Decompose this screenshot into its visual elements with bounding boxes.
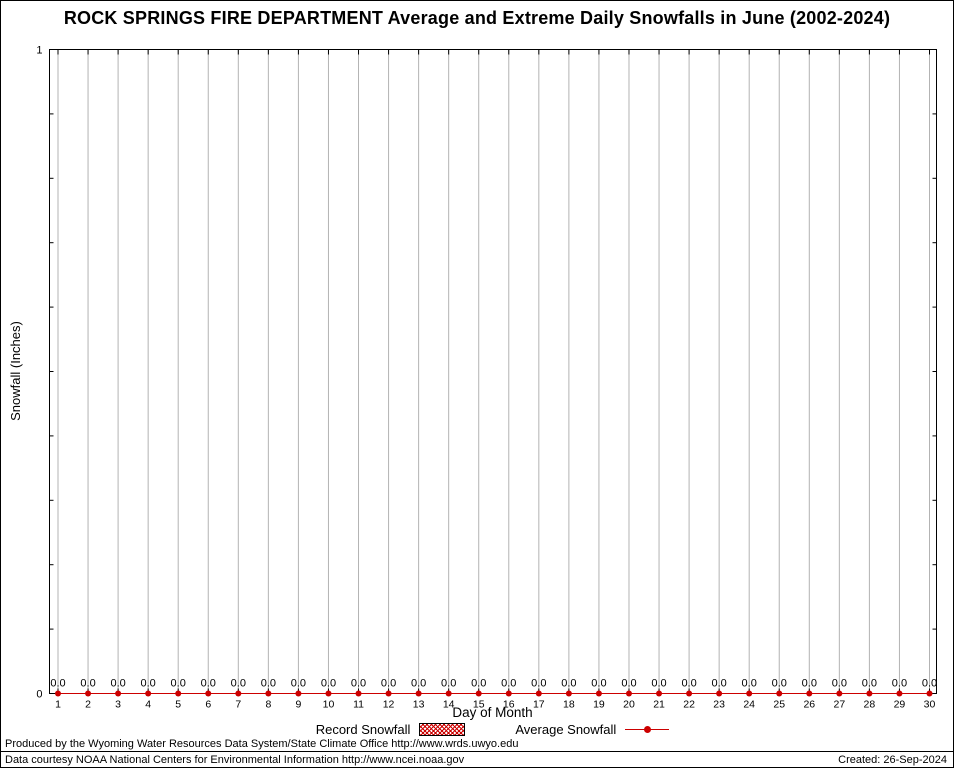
svg-text:0: 0 <box>36 689 42 701</box>
svg-text:0.0: 0.0 <box>80 678 95 690</box>
svg-text:24: 24 <box>743 699 755 711</box>
svg-text:0.0: 0.0 <box>802 678 817 690</box>
svg-text:15: 15 <box>473 699 485 711</box>
svg-text:0.0: 0.0 <box>832 678 847 690</box>
legend-item-average: Average Snowfall <box>515 722 670 737</box>
svg-text:0.0: 0.0 <box>231 678 246 690</box>
legend: Record Snowfall Average Snowfall <box>49 722 936 737</box>
svg-text:3: 3 <box>115 699 121 711</box>
chart-title: ROCK SPRINGS FIRE DEPARTMENT Average and… <box>63 8 891 28</box>
plot-border <box>49 49 937 694</box>
svg-text:0.0: 0.0 <box>561 678 576 690</box>
svg-text:11: 11 <box>353 699 364 711</box>
svg-text:0.0: 0.0 <box>441 678 456 690</box>
x-tick-labels: 1 2 3 4 5 6 7 8 9 10 11 12 13 14 15 16 17 18 19 20 21 22 23 24 2… <box>55 699 935 711</box>
svg-text:17: 17 <box>533 699 545 711</box>
svg-text:13: 13 <box>413 699 425 711</box>
svg-text:23: 23 <box>713 699 725 711</box>
svg-text:5: 5 <box>175 699 181 711</box>
svg-text:0.0: 0.0 <box>772 678 787 690</box>
average-snowfall-points <box>55 690 933 697</box>
average-snowfall-sample-icon <box>625 724 670 735</box>
svg-text:0.0: 0.0 <box>351 678 366 690</box>
svg-text:0.0: 0.0 <box>681 678 696 690</box>
footer-data-courtesy: Data courtesy NOAA National Centers for … <box>5 754 465 766</box>
svg-text:21: 21 <box>653 699 665 711</box>
svg-text:2: 2 <box>85 699 91 711</box>
svg-text:0.0: 0.0 <box>862 678 877 690</box>
svg-text:0.0: 0.0 <box>922 678 937 690</box>
x-axis-label: Day of Month <box>452 705 533 720</box>
data-labels: 0.0 0.0 0.0 0.0 0.0 0.0 0.0 0.0 0.0 0.0 0.0 0.0 0.0 0… <box>50 678 937 690</box>
svg-text:20: 20 <box>623 699 635 711</box>
svg-text:7: 7 <box>235 699 241 711</box>
svg-text:27: 27 <box>834 699 846 711</box>
svg-text:0.0: 0.0 <box>321 678 336 690</box>
svg-text:29: 29 <box>894 699 906 711</box>
svg-text:10: 10 <box>323 699 335 711</box>
legend-item-record: Record Snowfall <box>316 722 466 737</box>
y-axis-label: Snowfall (Inches) <box>8 321 23 421</box>
gridlines <box>57 49 930 694</box>
svg-text:30: 30 <box>924 699 936 711</box>
svg-text:12: 12 <box>383 699 395 711</box>
svg-text:0.0: 0.0 <box>381 678 396 690</box>
average-point-sample <box>643 726 651 733</box>
svg-text:4: 4 <box>145 699 151 711</box>
svg-text:16: 16 <box>503 699 515 711</box>
y-tick-labels: 01 <box>36 45 42 701</box>
footer-produced-by: Produced by the Wyoming Water Resources … <box>5 738 519 750</box>
svg-text:8: 8 <box>265 699 271 711</box>
footer-divider <box>1 751 953 752</box>
svg-text:19: 19 <box>593 699 605 711</box>
svg-text:0.0: 0.0 <box>531 678 546 690</box>
svg-text:22: 22 <box>683 699 695 711</box>
svg-text:0.0: 0.0 <box>651 678 666 690</box>
svg-text:0.0: 0.0 <box>261 678 276 690</box>
svg-text:0.0: 0.0 <box>50 678 65 690</box>
svg-text:1: 1 <box>36 45 42 57</box>
legend-record-label: Record Snowfall <box>315 722 411 737</box>
svg-text:9: 9 <box>295 699 301 711</box>
svg-text:0.0: 0.0 <box>411 678 426 690</box>
svg-text:1: 1 <box>55 699 61 711</box>
svg-text:0.0: 0.0 <box>711 678 726 690</box>
svg-text:28: 28 <box>864 699 876 711</box>
svg-text:0.0: 0.0 <box>171 678 186 690</box>
svg-text:0.0: 0.0 <box>501 678 516 690</box>
svg-text:0.0: 0.0 <box>201 678 216 690</box>
created-date: Created: 26-Sep-2024 <box>838 754 947 766</box>
svg-text:14: 14 <box>443 699 455 711</box>
svg-text:18: 18 <box>563 699 575 711</box>
legend-average-label: Average Snowfall <box>515 722 617 737</box>
svg-text:0.0: 0.0 <box>892 678 907 690</box>
svg-text:0.0: 0.0 <box>742 678 757 690</box>
record-snowfall-swatch-icon <box>419 723 466 736</box>
svg-text:26: 26 <box>803 699 815 711</box>
svg-text:0.0: 0.0 <box>621 678 636 690</box>
svg-text:0.0: 0.0 <box>141 678 156 690</box>
svg-text:0.0: 0.0 <box>291 678 306 690</box>
svg-text:25: 25 <box>773 699 785 711</box>
axis-ticks <box>49 49 937 694</box>
svg-text:0.0: 0.0 <box>591 678 606 690</box>
svg-text:0.0: 0.0 <box>471 678 486 690</box>
svg-text:6: 6 <box>205 699 211 711</box>
svg-text:0.0: 0.0 <box>110 678 125 690</box>
